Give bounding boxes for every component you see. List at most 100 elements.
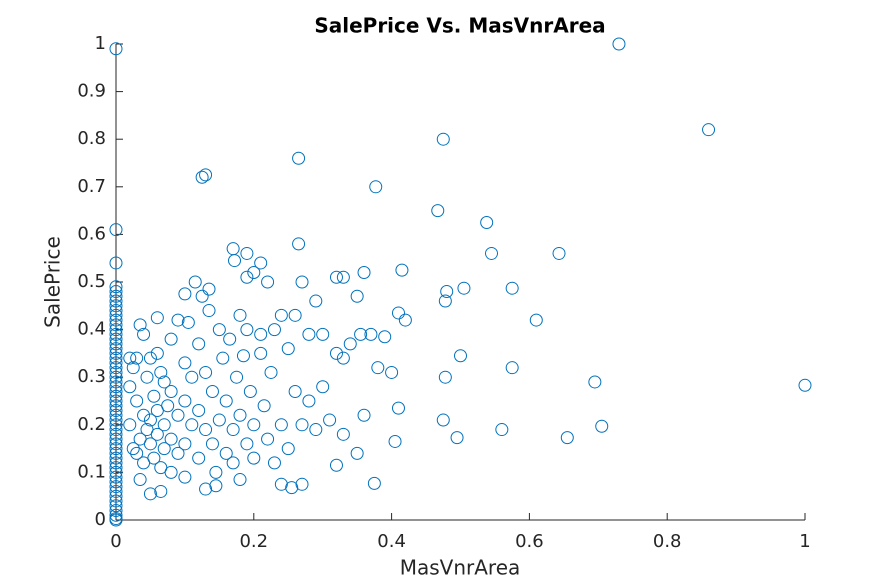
point [199,423,213,437]
x-axis-label: MasVnrArea [400,556,521,580]
point [219,394,233,408]
point [109,480,123,494]
point [157,375,171,389]
point [295,418,309,432]
point [236,349,250,363]
point [109,380,123,394]
point [436,413,450,427]
point [171,408,185,422]
point [123,380,137,394]
x-tick-label: 1 [799,531,810,552]
point [264,365,278,379]
point [388,434,402,448]
point [199,168,213,182]
point [157,418,171,432]
point [137,327,151,341]
point [302,394,316,408]
x-tick-label: 0.6 [515,531,544,552]
point [233,308,247,322]
point [109,394,123,408]
point [257,399,271,413]
point [123,351,137,365]
point [164,432,178,446]
point [202,282,216,296]
point [247,418,261,432]
point [247,451,261,465]
point [240,323,254,337]
point [109,432,123,446]
point [612,37,626,51]
point [157,442,171,456]
point [798,378,812,392]
point [309,294,323,308]
point [109,494,123,508]
point [109,427,123,441]
y-axis-label: SalePrice [41,236,65,328]
point [385,365,399,379]
point [178,437,192,451]
point [560,431,574,445]
point [109,318,123,332]
point [226,423,240,437]
point [240,246,254,260]
y-tick-label: 0.1 [77,461,106,482]
point [454,349,467,363]
point [109,289,123,303]
point [440,285,454,299]
point [292,151,306,165]
point [195,289,209,303]
point [233,473,247,487]
point [367,476,381,490]
point [109,304,123,318]
point [126,361,140,375]
point [302,327,316,341]
point [150,427,164,441]
point [480,216,494,229]
point [185,370,199,384]
point [109,456,123,470]
point [109,256,123,270]
point [109,351,123,365]
point [295,477,309,491]
point [171,446,185,460]
point [247,265,261,279]
point [398,313,412,327]
point [178,394,192,408]
point [354,327,368,341]
point [195,170,209,184]
point [226,456,240,470]
point [109,384,123,398]
point [109,323,123,337]
y-tick-label: 0.3 [77,366,106,387]
point [391,401,405,415]
y-tick-label: 0.9 [77,81,106,102]
point [378,330,392,344]
point [109,418,123,432]
point [164,465,178,479]
point [288,308,302,322]
point [261,432,275,446]
point [109,280,123,294]
point [154,484,168,498]
x-tick-label: 0 [110,531,121,552]
point [267,323,281,337]
point [109,299,123,313]
point [109,361,123,375]
point [274,418,288,432]
point [109,370,123,384]
y-tick-label: 0.4 [77,319,106,340]
point [316,380,330,394]
point [185,418,199,432]
point [228,254,242,268]
point [109,313,123,327]
point [371,361,385,375]
point [109,375,123,389]
point [178,356,192,370]
point [109,389,123,403]
point [243,384,257,398]
point [267,456,281,470]
point [109,294,123,308]
point [350,446,364,460]
point [109,508,123,522]
point [147,389,161,403]
